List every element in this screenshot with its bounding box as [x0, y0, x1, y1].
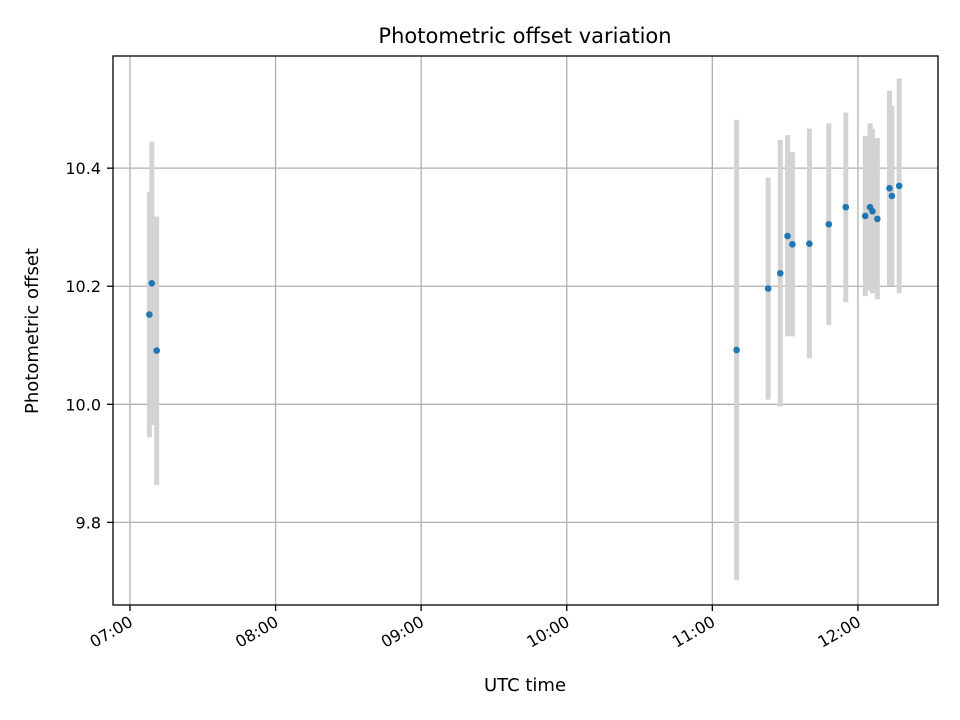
- y-tick-label: 10.4: [65, 159, 101, 178]
- data-point: [789, 241, 796, 248]
- data-point: [861, 212, 869, 220]
- y-tick-label: 10.2: [65, 277, 101, 296]
- data-point: [146, 311, 153, 318]
- x-axis-label: UTC time: [484, 675, 566, 696]
- data-point: [825, 220, 833, 228]
- chart-title: Photometric offset variation: [378, 24, 671, 48]
- data-point: [153, 347, 160, 354]
- plot-frame: [112, 55, 939, 606]
- y-tick-label: 9.8: [76, 513, 101, 532]
- data-point: [784, 232, 791, 240]
- y-axis-label: Photometric offset: [22, 248, 43, 414]
- data-point: [733, 346, 740, 354]
- data-point: [874, 215, 881, 223]
- y-tick-label: 10.0: [65, 395, 101, 414]
- data-point: [895, 182, 903, 190]
- data-point: [148, 279, 156, 287]
- data-point: [888, 192, 896, 200]
- grid: [113, 56, 938, 605]
- data-point: [806, 240, 813, 248]
- data-point: [886, 184, 893, 192]
- data-point: [842, 203, 850, 211]
- data-point: [776, 269, 784, 277]
- data-point: [869, 207, 876, 215]
- data-point: [764, 285, 772, 292]
- y-axis: 9.8 10.0 10.2 10.4: [65, 159, 113, 532]
- data-points: [146, 182, 903, 354]
